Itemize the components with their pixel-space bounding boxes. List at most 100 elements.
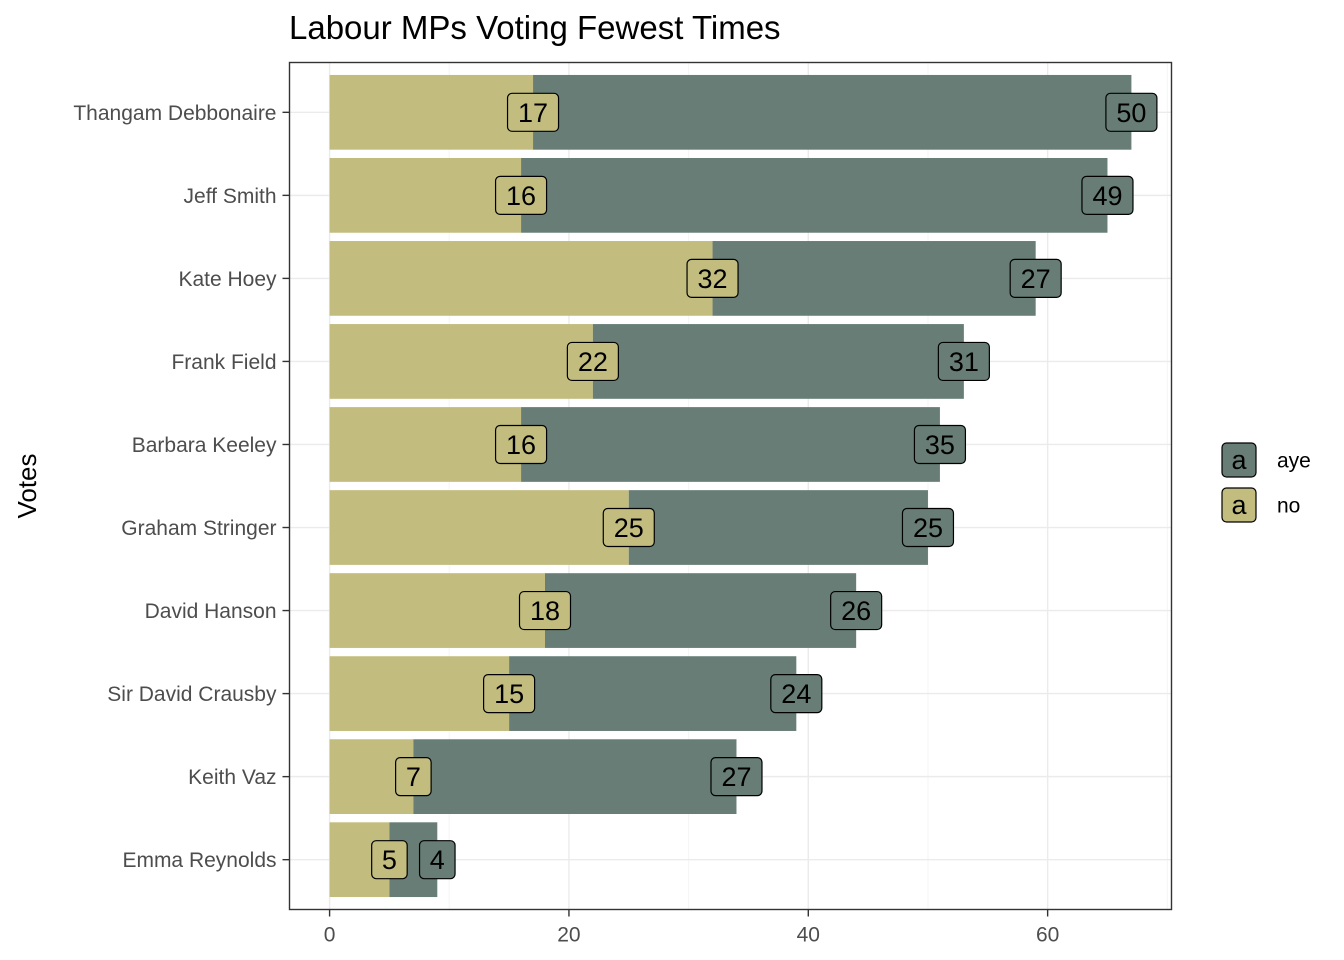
y-tick-label: Keith Vaz	[188, 766, 276, 789]
data-label-text: 5	[382, 845, 397, 875]
bar-aye	[592, 324, 964, 399]
data-label: 18	[518, 590, 572, 631]
bar-aye	[521, 157, 1108, 233]
legend-key	[1221, 487, 1257, 523]
panel-border	[288, 61, 1173, 911]
bar-no	[329, 157, 522, 233]
bar-no	[329, 490, 629, 565]
y-tick-label: Sir David Crausby	[107, 683, 277, 706]
data-label-text: 15	[494, 679, 524, 709]
legend: a aye a no	[1221, 442, 1311, 523]
y-tick-label: Kate Hoey	[178, 268, 277, 291]
legend-key-glyph: a	[1231, 445, 1247, 475]
legend-key	[1221, 442, 1257, 478]
bar-aye	[545, 573, 857, 648]
data-label-text: 22	[578, 347, 608, 377]
data-label-text: 17	[518, 98, 548, 128]
data-label-text: 32	[698, 264, 728, 294]
data-label: 16	[494, 175, 548, 215]
data-label-box	[937, 341, 990, 382]
data-label-box	[830, 590, 883, 631]
legend-label: no	[1277, 495, 1300, 518]
data-label-box	[566, 341, 619, 382]
bar-no	[329, 573, 546, 648]
data-label: 25	[901, 507, 955, 548]
data-label-text: 18	[530, 596, 560, 626]
data-label-text: 50	[1116, 98, 1146, 128]
y-tick-label: Barbara Keeley	[132, 434, 277, 457]
y-tick-label: Thangam Debbonaire	[73, 102, 276, 125]
bar-aye	[712, 241, 1036, 316]
data-label-text: 31	[949, 347, 979, 377]
bar-no	[329, 241, 713, 316]
x-tick-label: 20	[557, 924, 580, 947]
data-label-box	[494, 175, 548, 215]
data-label-box	[371, 840, 408, 880]
data-label: 35	[913, 424, 967, 465]
bar-no	[329, 324, 593, 399]
chart-title: Labour MPs Voting Fewest Times	[289, 9, 781, 46]
y-axis: Thangam Debbonaire Jeff Smith Kate Hoey Fra…	[73, 102, 290, 872]
data-label-text: 7	[406, 762, 421, 792]
legend-label: aye	[1277, 450, 1311, 473]
data-label: 26	[830, 590, 883, 631]
data-label: 22	[566, 341, 619, 382]
data-label-text: 25	[913, 513, 943, 543]
data-label-box	[506, 92, 560, 132]
data-label: 49	[1081, 175, 1134, 215]
bar-aye	[521, 407, 940, 482]
x-tick-label: 0	[324, 924, 336, 947]
data-label-box	[770, 673, 823, 714]
data-label: 4	[418, 840, 456, 880]
x-tick-label: 40	[797, 924, 820, 947]
x-axis: 0 20 40 60	[324, 909, 1059, 947]
data-label-box	[1009, 258, 1062, 299]
legend-key-glyph: a	[1231, 490, 1247, 520]
data-label-text: 25	[614, 513, 644, 543]
data-label-box	[602, 507, 655, 548]
bar-no	[329, 407, 522, 482]
data-label-text: 24	[781, 679, 811, 709]
data-label-text: 16	[506, 430, 536, 460]
data-label-box	[1081, 175, 1134, 215]
bar-aye	[413, 739, 737, 815]
y-tick-label: Graham Stringer	[121, 517, 276, 540]
data-label-box	[901, 507, 955, 548]
bar-no	[329, 74, 534, 150]
data-label: 32	[686, 258, 739, 299]
data-label: 17	[506, 92, 560, 132]
data-label-box	[518, 590, 572, 631]
data-label: 25	[602, 507, 655, 548]
y-tick-label: Jeff Smith	[184, 185, 277, 208]
data-label-text: 16	[506, 181, 536, 211]
data-label: 31	[937, 341, 990, 382]
y-tick-label: Frank Field	[171, 351, 276, 374]
data-label: 24	[770, 673, 823, 714]
bar-aye	[628, 490, 928, 565]
data-labels: 17 50 16 49 32 27 22 31 16 35 25 25 18 26 15 24 7 27 5 4	[371, 92, 1158, 880]
data-label: 7	[395, 757, 432, 797]
data-label: 27	[1009, 258, 1062, 299]
y-tick-label: David Hanson	[145, 600, 277, 623]
data-label-box	[710, 757, 763, 797]
bar-aye	[533, 74, 1132, 150]
data-label-text: 35	[925, 430, 955, 460]
legend-entry-aye: a aye	[1221, 442, 1311, 478]
y-axis-title: Votes	[12, 453, 42, 518]
data-label-box	[686, 258, 739, 299]
data-label-box	[494, 424, 548, 465]
data-label-text: 26	[841, 596, 871, 626]
data-label-text: 27	[1021, 264, 1051, 294]
y-tick-label: Emma Reynolds	[122, 849, 276, 872]
data-label: 5	[371, 840, 408, 880]
data-label-box	[483, 673, 536, 714]
data-label: 15	[483, 673, 536, 714]
data-label-text: 27	[721, 762, 751, 792]
data-label-box	[1105, 92, 1158, 132]
data-label: 27	[710, 757, 763, 797]
data-label-box	[418, 840, 456, 880]
data-label: 16	[494, 424, 548, 465]
data-label-text: 49	[1092, 181, 1122, 211]
bar-aye	[509, 656, 797, 731]
